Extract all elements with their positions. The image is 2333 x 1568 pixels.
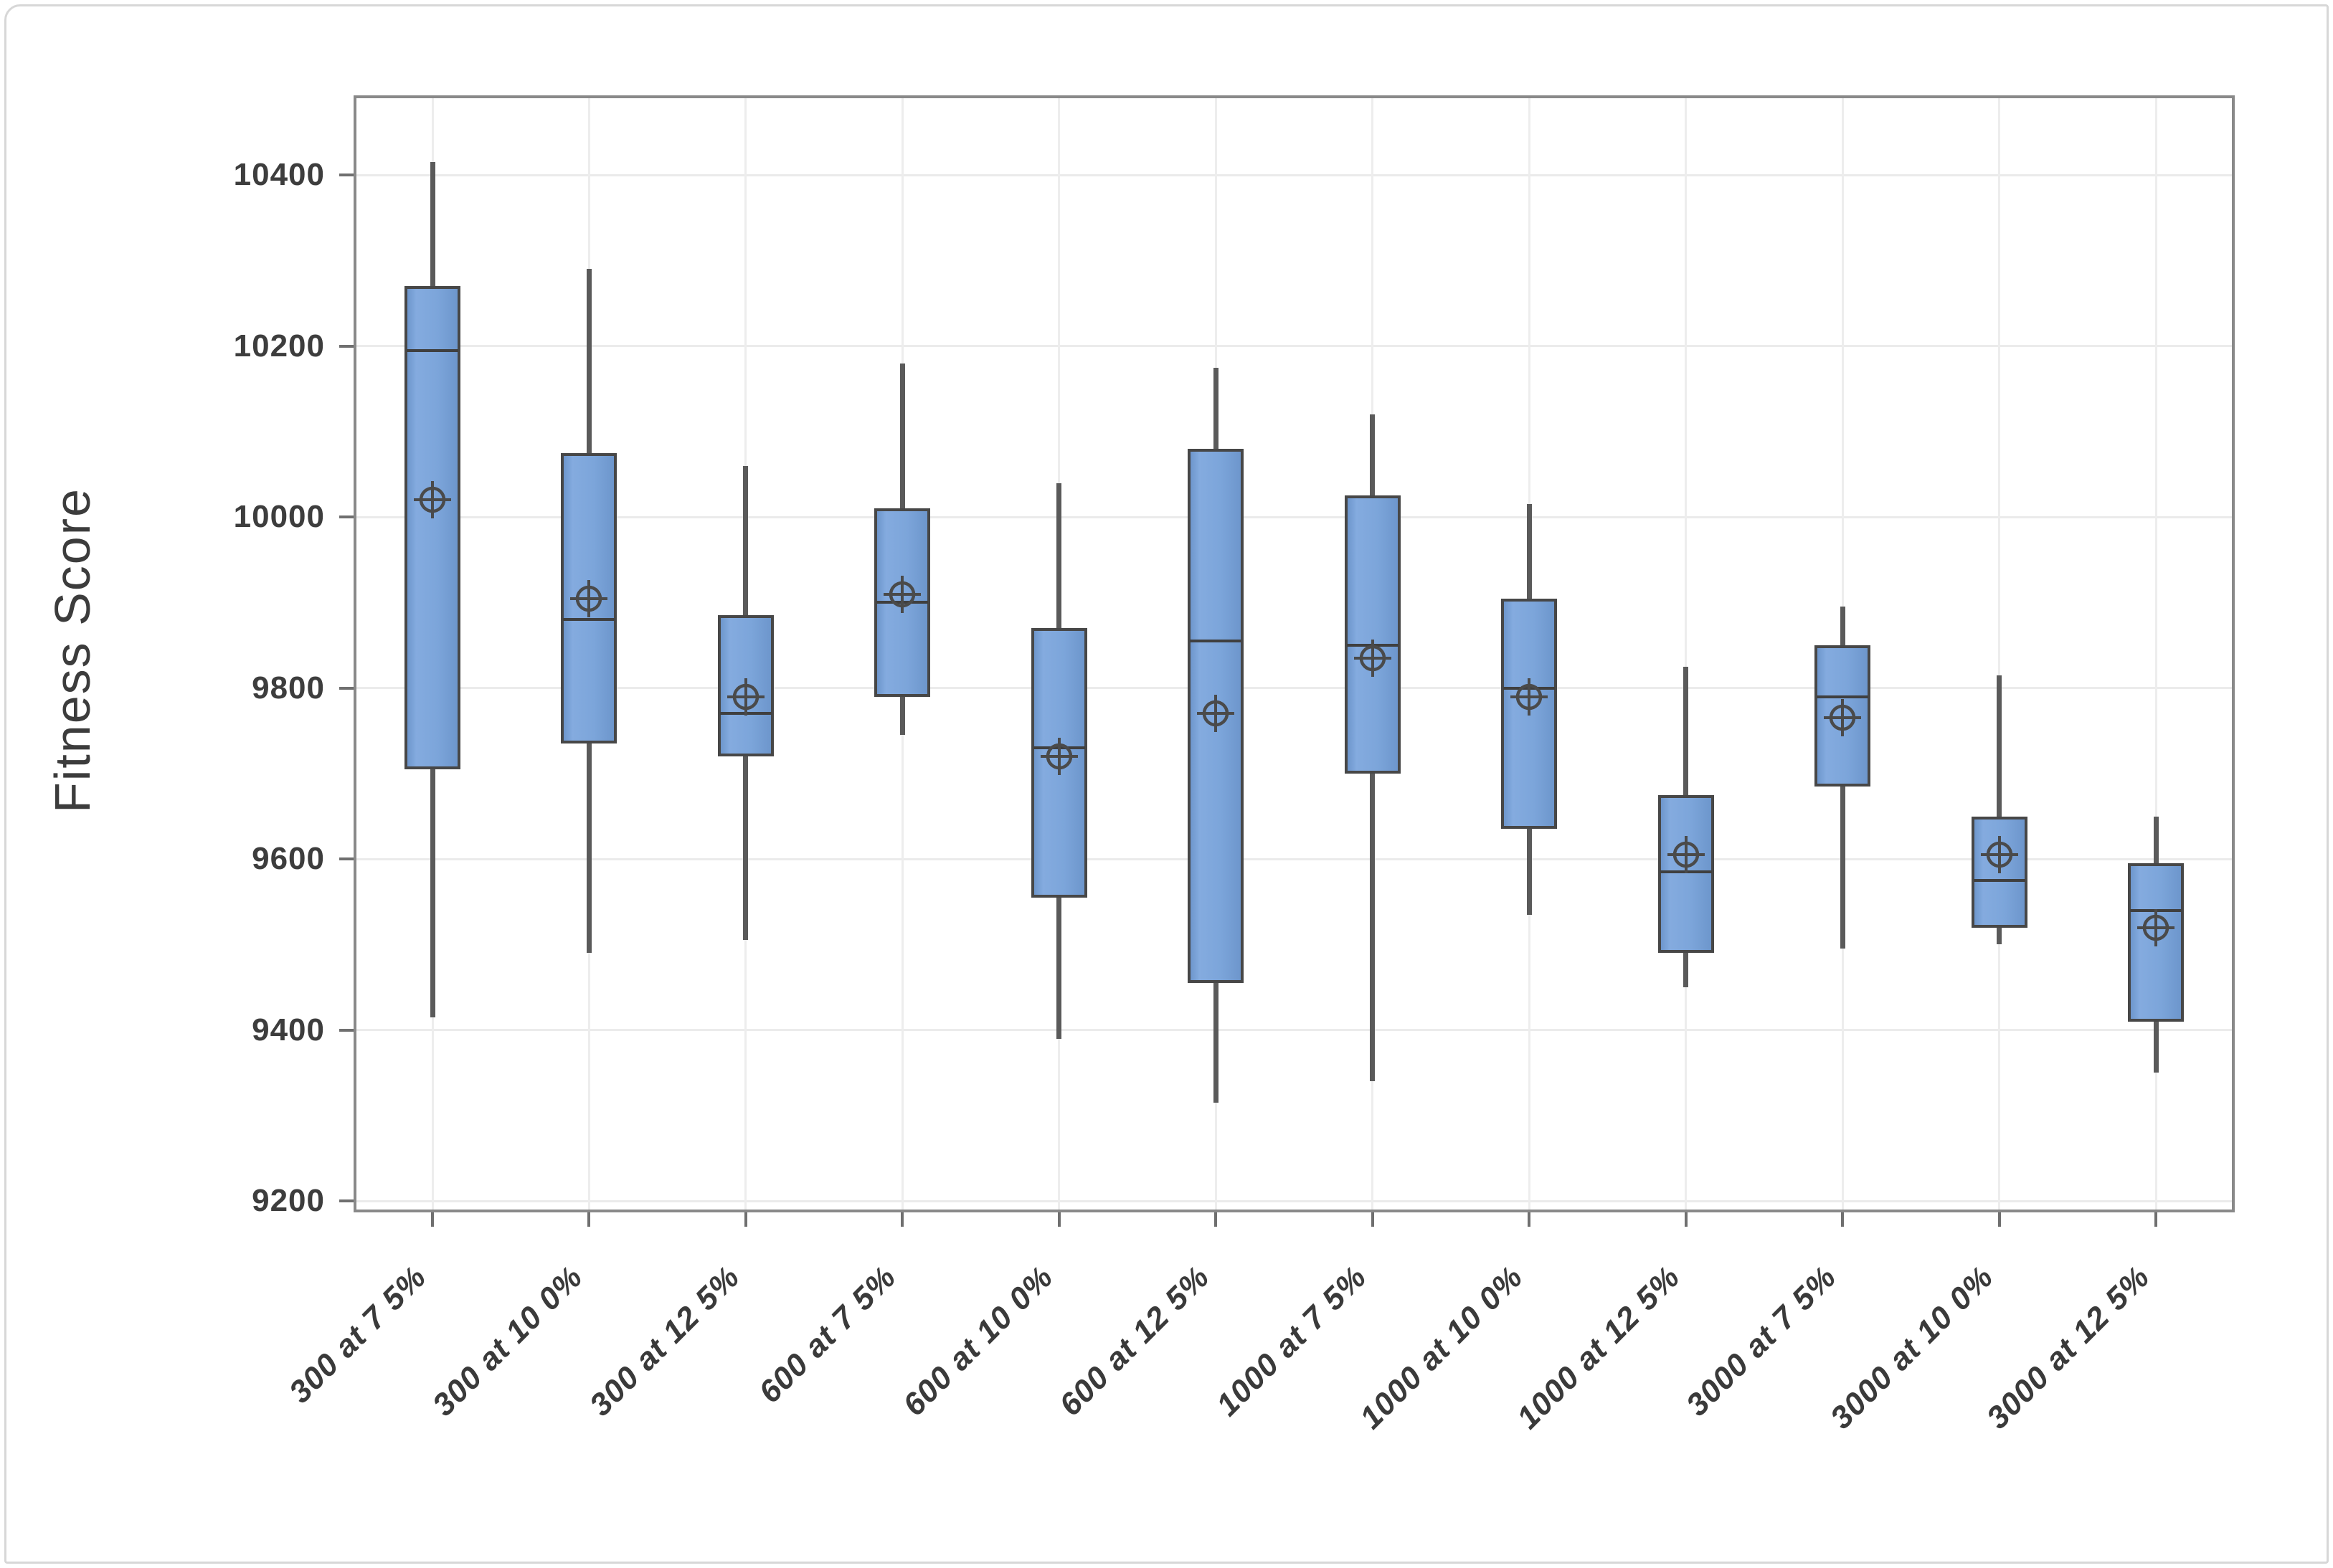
y-tick-mark (339, 515, 354, 519)
x-tick-mark (1684, 1212, 1688, 1227)
mean-marker (413, 480, 452, 519)
x-tick-mark (1528, 1212, 1531, 1227)
median-line (1817, 695, 1869, 698)
y-tick-label: 9400 (252, 1012, 325, 1047)
x-tick-label: 1000 at 12 5% (1510, 1259, 1687, 1436)
mean-marker (1510, 678, 1548, 716)
h-gridline (356, 1029, 2232, 1032)
mean-marker (1196, 694, 1235, 733)
mean-crosshair-icon (1824, 699, 1862, 737)
mean-marker (1823, 698, 1862, 737)
h-gridline (356, 515, 2232, 518)
y-tick-mark (339, 174, 354, 177)
mean-crosshair-icon (1980, 836, 2018, 874)
y-tick-label: 10200 (233, 328, 325, 364)
x-tick-label: 3000 at 7 5% (1679, 1259, 1844, 1423)
x-tick-mark (1841, 1212, 1845, 1227)
mean-crosshair-icon (1510, 678, 1548, 716)
mean-marker (1667, 835, 1705, 874)
mean-marker (1980, 835, 2019, 874)
x-tick-label: 600 at 7 5% (752, 1259, 904, 1410)
x-tick-mark (1214, 1212, 1218, 1227)
figure-canvas: Fitness Score 9200 9400 9600 9800 10000 10200… (4, 4, 2329, 1564)
x-tick-label: 300 at 7 5% (282, 1259, 433, 1410)
x-tick-mark (431, 1212, 434, 1227)
mean-marker (569, 579, 608, 618)
mean-marker (883, 575, 922, 614)
mean-marker (727, 678, 765, 716)
h-gridline (356, 1199, 2232, 1202)
median-line (407, 348, 458, 352)
x-tick-mark (901, 1212, 904, 1227)
axes-decoration-layer: 9200 9400 9600 9800 10000 10200 10400 300 at 7 … (6, 6, 2327, 1562)
plot-area (354, 95, 2235, 1212)
whisker-line (1997, 675, 2002, 945)
y-tick-label: 9200 (252, 1183, 325, 1219)
mean-crosshair-icon (2137, 908, 2175, 946)
x-tick-mark (744, 1212, 747, 1227)
x-tick-label: 300 at 12 5% (582, 1259, 747, 1423)
mean-crosshair-icon (1197, 695, 1235, 733)
mean-crosshair-icon (414, 481, 451, 519)
x-tick-label: 3000 at 12 5% (1979, 1259, 2157, 1436)
h-gridline (356, 174, 2232, 176)
h-gridline (356, 345, 2232, 348)
mean-marker (1040, 737, 1079, 776)
mean-crosshair-icon (727, 678, 765, 716)
y-tick-mark (339, 686, 354, 690)
mean-crosshair-icon (1667, 836, 1705, 874)
x-tick-label: 3000 at 10 0% (1823, 1259, 2000, 1436)
x-tick-label: 1000 at 7 5% (1209, 1259, 1373, 1423)
mean-crosshair-icon (570, 579, 608, 617)
y-tick-label: 10000 (233, 499, 325, 535)
x-tick-mark (2154, 1212, 2157, 1227)
x-tick-label: 600 at 12 5% (1053, 1259, 1217, 1423)
v-gridline (1998, 98, 2001, 1210)
median-line (1190, 640, 1242, 643)
y-tick-mark (339, 857, 354, 861)
y-tick-mark (339, 1028, 354, 1032)
y-tick-label: 9600 (252, 841, 325, 877)
v-gridline (2154, 98, 2157, 1210)
box-rect (404, 286, 460, 769)
x-tick-label: 300 at 10 0% (426, 1259, 590, 1423)
mean-crosshair-icon (1040, 738, 1078, 776)
x-tick-label: 600 at 10 0% (896, 1259, 1060, 1423)
x-tick-mark (1057, 1212, 1061, 1227)
x-tick-mark (1997, 1212, 2001, 1227)
mean-marker (2136, 908, 2175, 947)
mean-crosshair-icon (1353, 639, 1391, 677)
x-tick-mark (587, 1212, 591, 1227)
x-tick-label: 1000 at 10 0% (1353, 1259, 1530, 1436)
x-tick-mark (1371, 1212, 1374, 1227)
box-rect (1657, 794, 1714, 954)
mean-crosshair-icon (884, 575, 922, 613)
y-tick-label: 9800 (252, 670, 325, 705)
v-gridline (1685, 98, 1688, 1210)
h-gridline (356, 687, 2232, 690)
median-line (1973, 878, 2025, 882)
h-gridline (356, 857, 2232, 860)
mean-marker (1353, 639, 1392, 678)
y-tick-label: 10400 (233, 157, 325, 193)
median-line (563, 618, 615, 622)
y-tick-mark (339, 344, 354, 348)
y-tick-mark (339, 1199, 354, 1203)
box-rect (1344, 495, 1401, 774)
